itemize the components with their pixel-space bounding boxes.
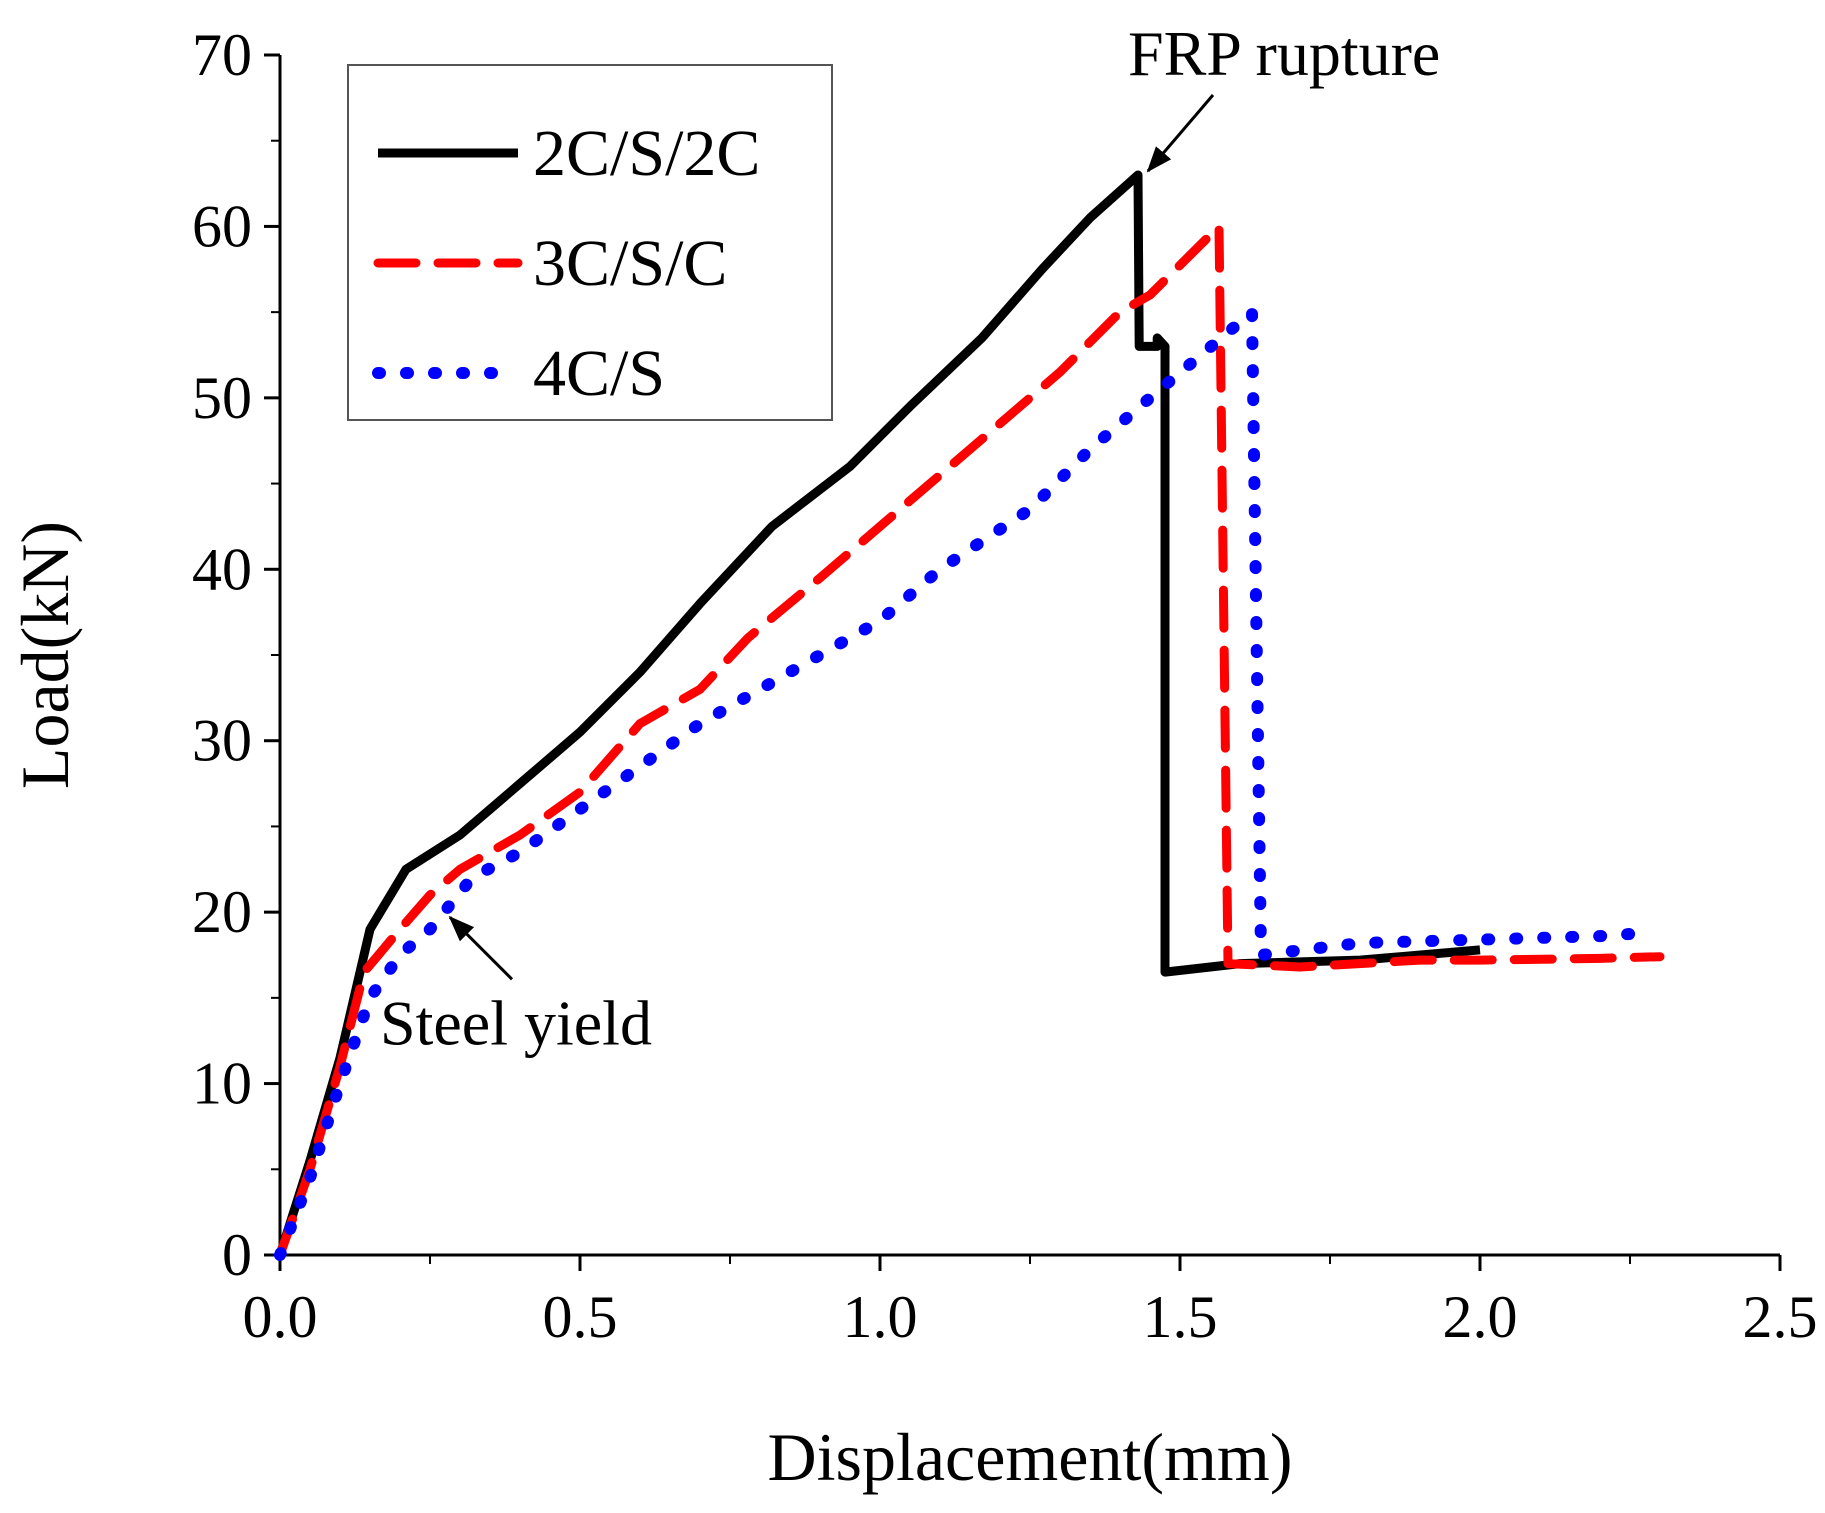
annotation-frp-rupture: FRP rupture xyxy=(1128,18,1440,89)
x-axis-label: Displacement(mm) xyxy=(768,1419,1293,1495)
y-tick-label: 20 xyxy=(192,879,252,945)
y-tick-label: 70 xyxy=(192,22,252,88)
x-tick-label: 0.5 xyxy=(543,1284,618,1350)
legend-label-1: 2C/S/2C xyxy=(533,117,760,190)
x-tick-label: 0.0 xyxy=(243,1284,318,1350)
y-axis-label: Load(kN) xyxy=(7,521,83,789)
y-tick-label: 60 xyxy=(192,193,252,259)
legend: 2C/S/2C 3C/S/C 4C/S xyxy=(347,64,833,421)
x-tick-label: 1.5 xyxy=(1143,1284,1218,1350)
legend-label-2: 3C/S/C xyxy=(533,227,727,300)
axes: 0.0 0.5 1.0 1.5 2.0 2.5 0 10 20 30 40 50 60 70 Displac… xyxy=(7,22,1818,1495)
x-tick-label: 1.0 xyxy=(843,1284,918,1350)
series-line-2 xyxy=(275,221,1665,1260)
y-tick-label: 30 xyxy=(192,708,252,774)
annotation-steel-arrow xyxy=(448,915,514,981)
series-layer xyxy=(274,170,1665,1261)
series-line-1 xyxy=(275,170,1481,1257)
legend-box xyxy=(347,64,833,421)
annotation-steel-yield: Steel yield xyxy=(380,987,652,1058)
y-tick-label: 0 xyxy=(222,1222,252,1288)
series-line-3 xyxy=(274,306,1654,1261)
annotation-layer: FRP rupture Steel yield xyxy=(380,18,1440,1058)
y-tick-label: 50 xyxy=(192,365,252,431)
x-tick-label: 2.5 xyxy=(1743,1284,1818,1350)
y-tick-label: 40 xyxy=(192,536,252,602)
legend-label-3: 4C/S xyxy=(533,337,665,410)
x-tick-label: 2.0 xyxy=(1443,1284,1518,1350)
y-tick-label: 10 xyxy=(192,1051,252,1117)
annotation-frp-arrow xyxy=(1146,94,1215,173)
